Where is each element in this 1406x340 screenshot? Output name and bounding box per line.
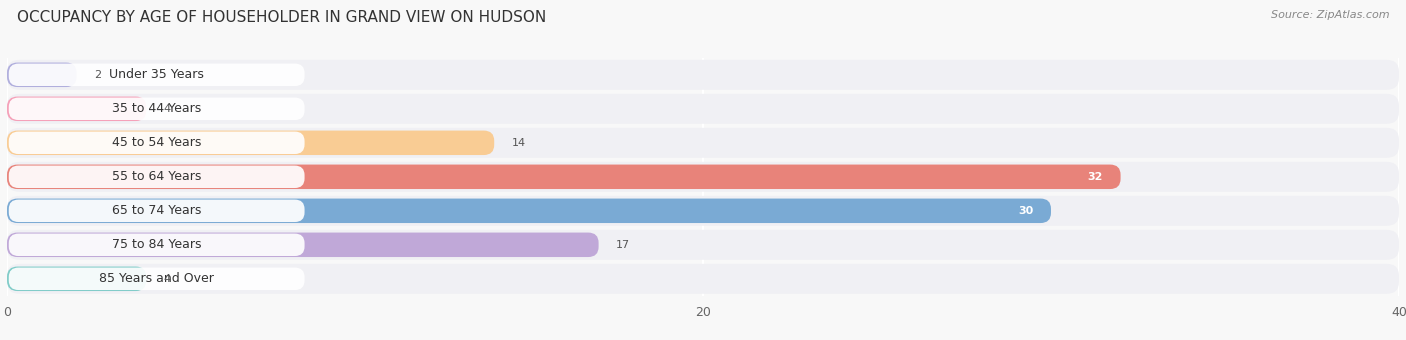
FancyBboxPatch shape (8, 166, 305, 188)
FancyBboxPatch shape (7, 97, 146, 121)
FancyBboxPatch shape (7, 196, 1399, 226)
FancyBboxPatch shape (7, 162, 1399, 192)
FancyBboxPatch shape (7, 63, 77, 87)
Text: 55 to 64 Years: 55 to 64 Years (112, 170, 201, 183)
FancyBboxPatch shape (7, 199, 1052, 223)
FancyBboxPatch shape (8, 98, 305, 120)
Text: Under 35 Years: Under 35 Years (110, 68, 204, 81)
FancyBboxPatch shape (7, 230, 1399, 260)
FancyBboxPatch shape (7, 233, 599, 257)
Text: OCCUPANCY BY AGE OF HOUSEHOLDER IN GRAND VIEW ON HUDSON: OCCUPANCY BY AGE OF HOUSEHOLDER IN GRAND… (17, 10, 546, 25)
FancyBboxPatch shape (8, 268, 305, 290)
FancyBboxPatch shape (7, 267, 146, 291)
FancyBboxPatch shape (8, 234, 305, 256)
FancyBboxPatch shape (8, 132, 305, 154)
FancyBboxPatch shape (7, 264, 1399, 294)
Text: 65 to 74 Years: 65 to 74 Years (112, 204, 201, 217)
FancyBboxPatch shape (7, 131, 495, 155)
Text: 4: 4 (163, 104, 170, 114)
FancyBboxPatch shape (8, 64, 305, 86)
Text: 32: 32 (1088, 172, 1104, 182)
FancyBboxPatch shape (7, 128, 1399, 158)
Text: 35 to 44 Years: 35 to 44 Years (112, 102, 201, 115)
FancyBboxPatch shape (7, 94, 1399, 124)
Text: 75 to 84 Years: 75 to 84 Years (112, 238, 201, 251)
FancyBboxPatch shape (7, 165, 1121, 189)
FancyBboxPatch shape (7, 60, 1399, 90)
Text: 2: 2 (94, 70, 101, 80)
FancyBboxPatch shape (8, 200, 305, 222)
Text: 45 to 54 Years: 45 to 54 Years (112, 136, 201, 149)
Text: Source: ZipAtlas.com: Source: ZipAtlas.com (1271, 10, 1389, 20)
Text: 30: 30 (1018, 206, 1033, 216)
Text: 14: 14 (512, 138, 526, 148)
Text: 85 Years and Over: 85 Years and Over (100, 272, 214, 285)
Text: 17: 17 (616, 240, 630, 250)
Text: 4: 4 (163, 274, 170, 284)
